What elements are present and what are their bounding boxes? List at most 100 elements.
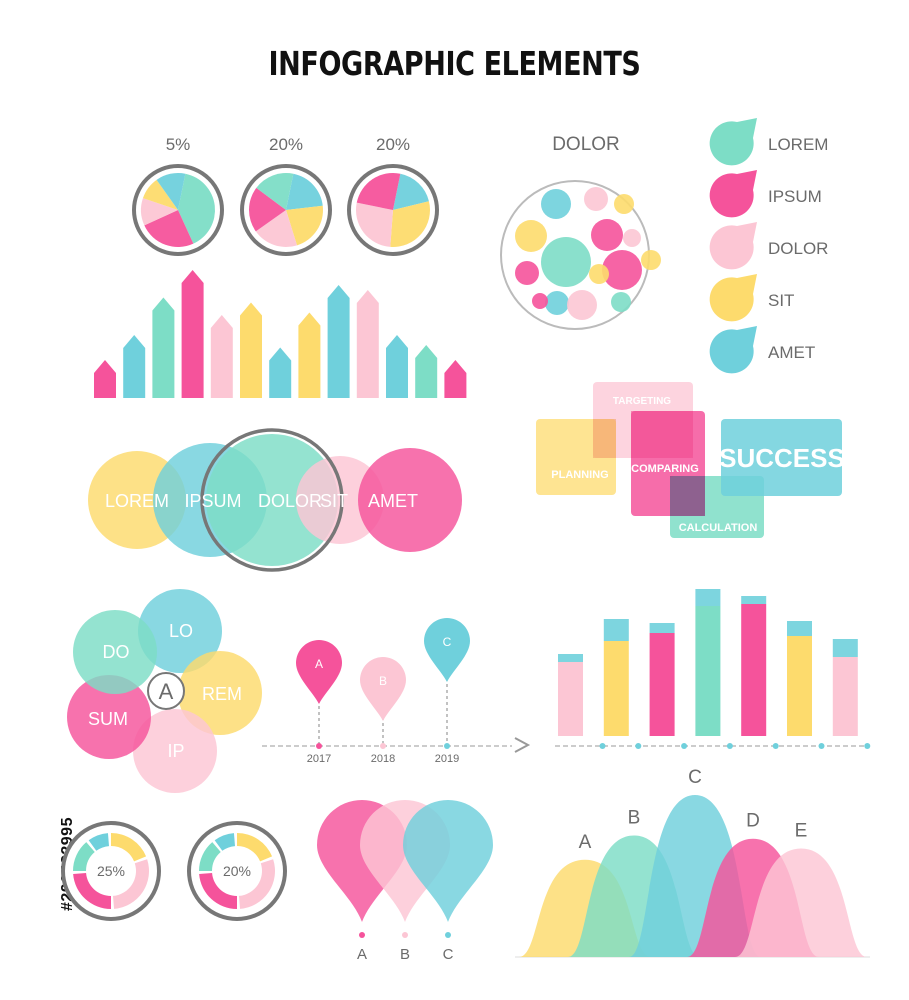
stacked-axis-dot bbox=[864, 743, 871, 749]
donut-segment bbox=[214, 833, 236, 851]
stacked-bar-cap bbox=[558, 654, 583, 662]
drop-dot bbox=[445, 932, 451, 938]
bubble bbox=[591, 219, 623, 251]
drop-label: B bbox=[400, 946, 410, 963]
flower-label: IP bbox=[167, 741, 184, 761]
stacked-bar-base bbox=[695, 606, 721, 736]
bubble bbox=[532, 293, 548, 309]
drop-label: A bbox=[357, 946, 367, 963]
process-overlap bbox=[631, 411, 693, 458]
wave-shape bbox=[735, 848, 867, 957]
flower-petal bbox=[178, 651, 262, 735]
arrow-bar bbox=[210, 315, 233, 398]
venn-label: DOLOR bbox=[258, 491, 322, 511]
page-title: INFOGRAPHIC ELEMENTS bbox=[268, 44, 641, 83]
donut-segment bbox=[111, 833, 147, 862]
donut-label: 25% bbox=[97, 863, 125, 879]
stacked-bar-base bbox=[787, 636, 812, 736]
arrow-bar bbox=[444, 360, 467, 398]
pie-label: 20% bbox=[376, 135, 410, 154]
legend-label: DOLOR bbox=[768, 239, 828, 258]
legend-label: SIT bbox=[768, 291, 794, 310]
drop-dot bbox=[402, 932, 408, 938]
stacked-bar-base bbox=[603, 641, 629, 736]
arrow-bar bbox=[152, 297, 175, 398]
timeline-dot bbox=[444, 743, 450, 749]
pie-slice bbox=[286, 173, 323, 210]
legend-marker bbox=[709, 274, 757, 322]
wave-label: A bbox=[579, 832, 592, 853]
stacked-bar-base bbox=[649, 633, 675, 736]
bubble bbox=[623, 229, 641, 247]
wave-chart: A B C D E bbox=[515, 767, 870, 958]
timeline-dot bbox=[380, 743, 386, 749]
pie-slice bbox=[141, 198, 178, 226]
stacked-bar-cap bbox=[695, 589, 721, 606]
stacked-axis-dot bbox=[681, 743, 688, 749]
legend-marker bbox=[709, 118, 757, 166]
pie-slice bbox=[356, 172, 401, 210]
arrow-bar bbox=[123, 335, 146, 398]
venn-label: AMET bbox=[368, 491, 418, 511]
drop-shape bbox=[403, 800, 493, 922]
pie-slice bbox=[156, 173, 186, 210]
donut-segment bbox=[237, 833, 273, 862]
donut-segment bbox=[238, 859, 275, 909]
legend: LOREM IPSUM DOLOR SIT AMET bbox=[709, 118, 828, 374]
stacked-bar-cap bbox=[603, 619, 629, 641]
venn-circle bbox=[358, 448, 462, 552]
venn-circle bbox=[296, 456, 384, 544]
legend-marker bbox=[709, 222, 757, 270]
flower-petal bbox=[133, 709, 217, 793]
pie-slice bbox=[286, 205, 323, 246]
arrow-bar bbox=[269, 347, 292, 398]
bubble bbox=[584, 187, 608, 211]
stacked-axis-dot bbox=[635, 743, 642, 749]
wave-label: C bbox=[688, 767, 702, 788]
stacked-axis-dot bbox=[772, 743, 779, 749]
drop-venn: A B C bbox=[317, 800, 493, 963]
stacked-bar-cap bbox=[741, 596, 767, 604]
timeline-dot bbox=[316, 743, 322, 749]
bubble bbox=[589, 264, 609, 284]
pie-slice bbox=[255, 210, 298, 248]
timeline-year: 2017 bbox=[307, 753, 331, 765]
timeline-pin-label: A bbox=[315, 657, 323, 671]
timeline-pin bbox=[360, 657, 406, 721]
venn-label: LOREM bbox=[105, 491, 169, 511]
timeline-pin-label: C bbox=[443, 635, 452, 649]
stacked-bar-base bbox=[558, 662, 583, 736]
arrow-bar bbox=[181, 270, 204, 398]
timeline: A 2017 B 2018 C 2019 bbox=[262, 618, 531, 765]
stacked-axis-dot bbox=[818, 743, 825, 749]
venn-ring bbox=[200, 428, 344, 572]
donut-segment bbox=[112, 859, 150, 909]
donut-label: 20% bbox=[223, 863, 251, 879]
flower-center-label: A bbox=[159, 679, 174, 704]
pie-slice bbox=[178, 173, 216, 244]
process-overlap bbox=[670, 476, 705, 516]
arrow-bar bbox=[386, 335, 408, 398]
bubble bbox=[602, 250, 642, 290]
donut-segment bbox=[88, 833, 110, 851]
flower-label: REM bbox=[202, 684, 242, 704]
stacked-bar-cap bbox=[649, 623, 675, 633]
bubble bbox=[515, 261, 539, 285]
wave-label: B bbox=[628, 808, 641, 829]
pie-charts: 5% 20% 20% bbox=[132, 135, 439, 256]
venn-label: SIT bbox=[320, 491, 348, 511]
flower-center bbox=[147, 672, 185, 710]
legend-marker bbox=[709, 326, 757, 374]
process-label: PLANNING bbox=[551, 469, 608, 481]
venn-label: IPSUM bbox=[184, 491, 241, 511]
timeline-year: 2019 bbox=[435, 753, 459, 765]
wave-label: D bbox=[746, 811, 760, 832]
pie-label: 5% bbox=[166, 135, 191, 154]
flower-petal bbox=[73, 610, 157, 694]
arrow-bar-chart bbox=[94, 270, 467, 398]
arrow-bar bbox=[415, 345, 438, 398]
drop-dot bbox=[359, 932, 365, 938]
bubble bbox=[567, 290, 597, 320]
